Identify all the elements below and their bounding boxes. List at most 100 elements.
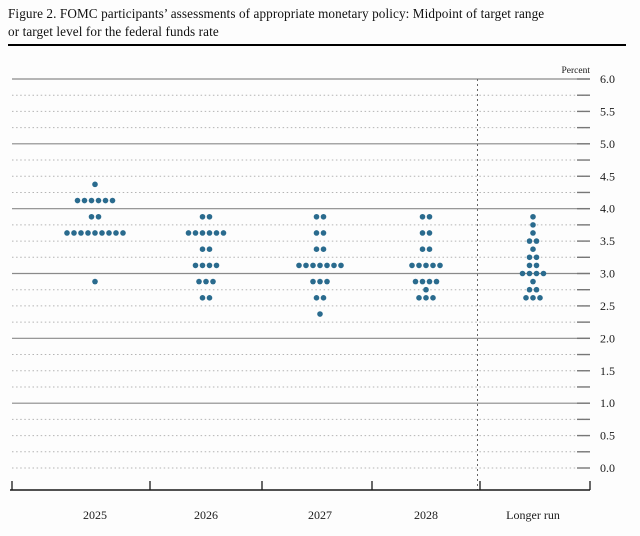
projection-dot <box>416 295 422 301</box>
projection-dot <box>92 230 98 236</box>
projection-dot <box>109 197 116 204</box>
projection-dot <box>199 213 206 220</box>
dot-column-2028 <box>409 213 443 301</box>
projection-dot <box>213 230 220 236</box>
y-tick-label: 2.5 <box>600 299 615 313</box>
projection-dot <box>203 278 209 285</box>
projection-dot <box>331 262 337 269</box>
y-tick-label: 5.5 <box>600 104 615 118</box>
projection-dot <box>196 278 202 285</box>
projection-dot <box>537 295 543 301</box>
projection-dot <box>206 262 213 269</box>
projection-dot <box>313 230 320 236</box>
projection-dot <box>430 295 436 301</box>
projection-dot <box>220 230 227 236</box>
projection-dot <box>317 262 323 269</box>
projection-dot <box>338 262 344 269</box>
projection-dot <box>526 254 533 261</box>
projection-dot <box>526 286 533 293</box>
figure-title-line2: or target level for the federal funds ra… <box>8 24 219 40</box>
projection-dot <box>426 278 433 285</box>
projection-dot <box>320 230 327 236</box>
projection-dot <box>206 230 213 236</box>
figure-title: Figure 2. FOMC participants’ assessments… <box>8 5 632 41</box>
projection-dot <box>533 270 540 277</box>
y-axis-unit-label: Percent <box>562 66 591 76</box>
projection-dot <box>533 238 540 244</box>
projection-dot <box>540 270 547 277</box>
projection-dot <box>106 230 112 236</box>
dot-column-2027 <box>296 213 344 317</box>
y-tick-label: 4.5 <box>600 169 615 183</box>
projection-dot <box>88 213 95 220</box>
projection-dot <box>113 230 119 236</box>
projection-dot <box>533 286 540 293</box>
projection-dot <box>102 197 109 204</box>
projection-dot <box>416 262 422 269</box>
projection-dot <box>92 181 98 188</box>
y-tick-label: 4.0 <box>600 202 615 216</box>
y-tick-label: 3.5 <box>600 234 615 248</box>
projection-dot <box>74 197 81 204</box>
x-category-label: 2027 <box>308 508 332 522</box>
projection-dot <box>533 262 540 269</box>
y-tick-label: 2.0 <box>600 331 615 345</box>
projection-dot <box>88 197 95 204</box>
projection-dot <box>519 270 526 277</box>
y-tick-label: 0.0 <box>600 461 615 475</box>
projection-dot <box>526 238 533 244</box>
projection-dot <box>320 295 327 301</box>
figure-title-line1: Figure 2. FOMC participants’ assessments… <box>8 6 545 21</box>
projection-dot <box>199 230 206 236</box>
y-tick-label: 6.0 <box>600 72 615 86</box>
y-tick-label: 5.0 <box>600 137 615 151</box>
dot-column-2026 <box>185 213 227 301</box>
x-category-label: 2028 <box>414 508 438 522</box>
projection-dot <box>523 295 529 301</box>
projection-dot <box>426 230 433 236</box>
dot-plot-chart: 6.0 5.5 5.0 4.5 4.0 3.5 3.0 2.5 2.0 1.5 1.0 0.5 0.0 P… <box>10 66 615 522</box>
projection-dot <box>81 197 88 204</box>
projection-dot <box>99 230 105 236</box>
projection-dot <box>64 230 70 236</box>
projection-dot <box>313 295 320 301</box>
x-category-label: Longer run <box>506 508 560 522</box>
projection-dot <box>206 213 213 220</box>
projection-dot <box>412 278 419 285</box>
projection-dot <box>206 246 213 252</box>
projection-dot <box>78 230 84 236</box>
y-tick-label: 0.5 <box>600 429 615 443</box>
projection-dot <box>419 246 426 252</box>
projection-dot <box>423 262 429 269</box>
projection-dot <box>533 254 540 261</box>
projection-dot <box>426 246 433 252</box>
projection-dot <box>409 262 415 269</box>
title-divider-rule <box>8 44 626 46</box>
projection-dot <box>526 270 533 277</box>
projection-dot <box>199 295 206 301</box>
projection-dot <box>199 262 206 269</box>
projection-dot <box>95 197 102 204</box>
projection-dot <box>530 213 536 220</box>
projection-dot <box>437 262 443 269</box>
projection-dot <box>313 246 320 252</box>
x-category-label: 2025 <box>83 508 107 522</box>
x-category-label: 2026 <box>194 508 218 522</box>
projection-dot <box>85 230 91 236</box>
projection-dot <box>530 278 536 285</box>
projection-dot <box>303 262 309 269</box>
projection-dot <box>310 262 316 269</box>
projection-dot <box>192 230 199 236</box>
dot-column-2025 <box>64 181 126 285</box>
y-tick-label: 1.5 <box>600 364 615 378</box>
projection-dot <box>120 230 126 236</box>
projection-dot <box>430 262 436 269</box>
projection-dot <box>530 295 536 301</box>
projection-dot <box>419 213 426 220</box>
dot-column-longer-run <box>519 213 547 301</box>
projection-dot <box>92 278 98 285</box>
projection-dot <box>192 262 199 269</box>
projection-dot <box>185 230 192 236</box>
projection-dot <box>206 295 213 301</box>
